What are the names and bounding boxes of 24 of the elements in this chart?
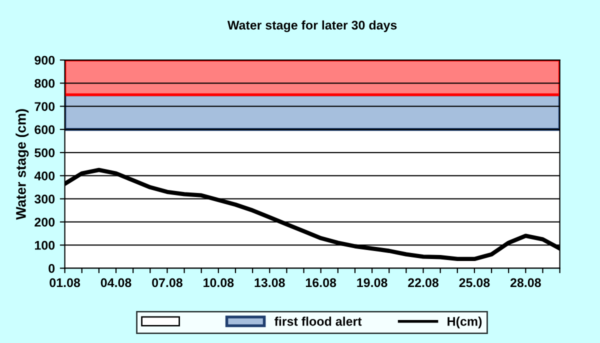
y-tick-label: 100 [35, 240, 55, 250]
x-tick-label: 16.08 [306, 278, 336, 288]
x-tick-label: 19.08 [357, 278, 388, 288]
legend-label: first flood alert [274, 316, 362, 326]
legend-label: H(cm) [448, 316, 482, 328]
y-tick-label: 0 [48, 264, 55, 273]
x-tick-label: 13.08 [254, 278, 285, 288]
x-tick-label: 22.08 [408, 278, 439, 288]
x-tick-label: 01.08 [50, 278, 80, 288]
y-tick-label: 900 [34, 56, 55, 65]
y-axis-title: Water stage (cm) [16, 109, 29, 220]
y-tick-label: 200 [34, 218, 55, 227]
x-tick-label: 07.08 [152, 278, 182, 288]
x-tick-label: 04.08 [100, 278, 132, 288]
y-tick-label: 600 [34, 125, 55, 134]
chart-title: Water stage for later 30 days [227, 20, 397, 32]
x-tick-label: 28.08 [510, 278, 541, 288]
x-tick-label: 10.08 [204, 278, 234, 288]
x-tick-label: 25.08 [459, 278, 490, 288]
y-tick-label: 800 [34, 78, 55, 88]
y-tick-label: 300 [34, 194, 55, 204]
y-tick-label: 700 [34, 102, 55, 111]
y-tick-label: 400 [34, 171, 55, 180]
y-tick-label: 500 [34, 148, 55, 158]
